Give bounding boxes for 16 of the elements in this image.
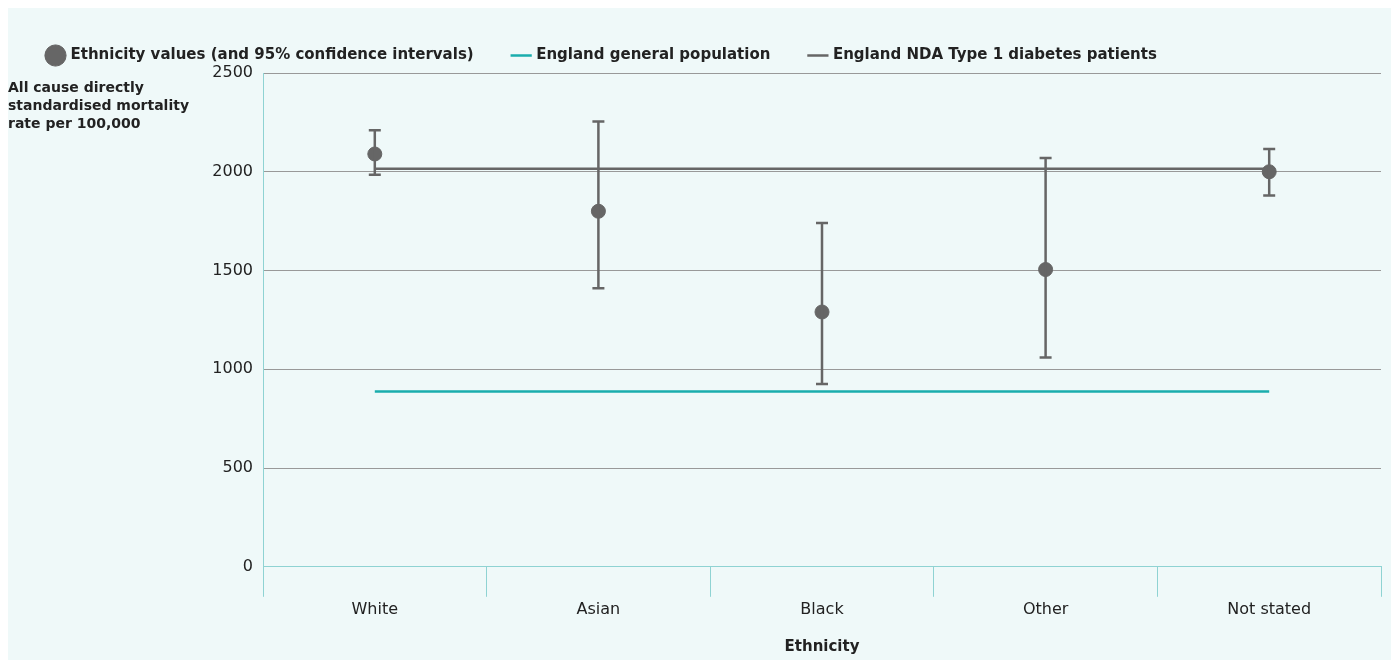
x-tick-label: Asian bbox=[576, 598, 621, 618]
y-tick-label: 0 bbox=[242, 555, 253, 575]
legend-label: Ethnicity values (and 95% confidence intervals) bbox=[70, 45, 474, 64]
x-tick-label: Not stated bbox=[1227, 598, 1312, 618]
x-tick-label: White bbox=[351, 598, 399, 618]
y-tick-label: 2500 bbox=[212, 62, 253, 82]
y-tick-label: 1500 bbox=[212, 259, 253, 279]
x-tick-label: Black bbox=[800, 598, 845, 618]
y-tick-label: 1000 bbox=[212, 358, 253, 378]
legend-label: England general population bbox=[536, 45, 771, 64]
x-axis-title: Ethnicity bbox=[784, 636, 860, 655]
y-tick-label: 500 bbox=[222, 457, 253, 477]
x-tick-label: Other bbox=[1022, 598, 1069, 618]
y-tick-label: 2000 bbox=[212, 160, 253, 180]
legend-label: England NDA Type 1 diabetes patients bbox=[832, 45, 1157, 64]
y-axis-title: All cause directly standardised mortality rate per 100,000 bbox=[8, 79, 190, 131]
